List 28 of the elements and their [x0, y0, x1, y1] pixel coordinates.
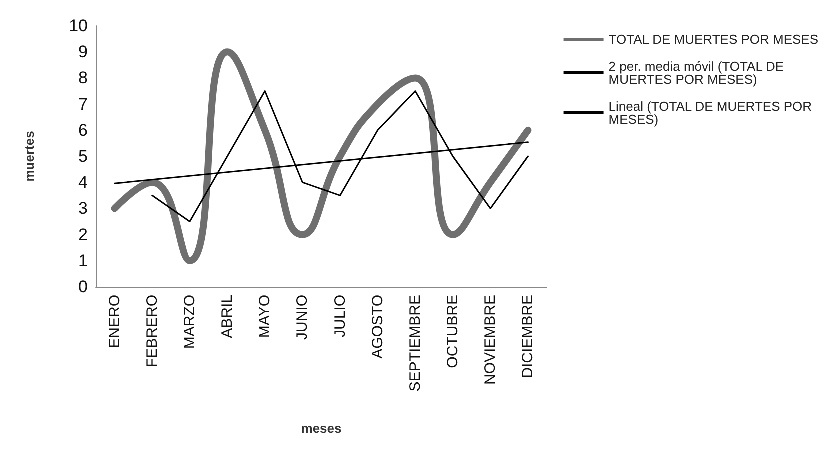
- x-tick-label: AGOSTO: [369, 295, 386, 359]
- y-axis-title: muertes: [22, 131, 37, 182]
- legend-label: 2 per. media móvil (TOTAL DE MUERTES POR MESES): [608, 59, 788, 87]
- legend-label: TOTAL DE MUERTES POR MESES: [608, 32, 819, 47]
- y-tick-label: 2: [78, 225, 88, 244]
- x-tick-label: ABRIL: [219, 295, 236, 338]
- y-tick-label: 8: [78, 68, 88, 88]
- y-tick-label: 7: [78, 94, 88, 114]
- y-tick-label: 10: [69, 16, 88, 36]
- y-tick-label: 4: [78, 173, 88, 192]
- x-tick-label: ENERO: [106, 295, 124, 348]
- x-axis-title: meses: [301, 421, 342, 436]
- x-tick-label: OCTUBRE: [444, 295, 462, 368]
- x-tick-label: JULIO: [332, 295, 349, 338]
- x-tick-label: FEBRERO: [144, 295, 161, 368]
- x-tick-label: MAYO: [256, 295, 274, 338]
- y-tick-label: 5: [78, 147, 88, 166]
- x-tick-label: DICIEMBRE: [520, 295, 537, 378]
- y-tick-label: 6: [78, 120, 88, 140]
- y-tick-label: 0: [78, 278, 88, 296]
- y-tick-label: 1: [78, 251, 88, 270]
- legend-label: Lineal (TOTAL DE MUERTES POR MESES): [608, 99, 816, 127]
- x-tick-label: NOVIEMBRE: [482, 295, 500, 386]
- x-tick-label: MARZO: [181, 295, 198, 350]
- y-tick-label: 9: [78, 42, 88, 62]
- x-tick-label: JUNIO: [294, 295, 312, 340]
- x-tick-label: SEPTIEMBRE: [406, 295, 424, 392]
- y-tick-label: 3: [78, 199, 88, 218]
